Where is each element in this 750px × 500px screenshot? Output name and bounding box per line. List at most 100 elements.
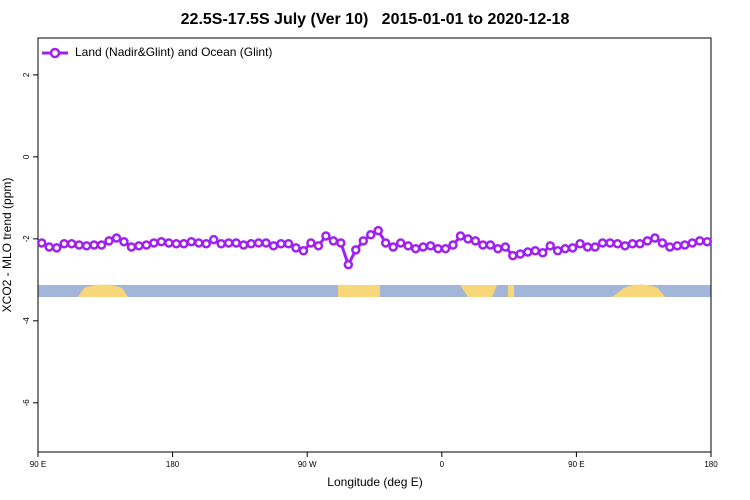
legend-marker [49,47,61,59]
point [164,238,174,248]
point [261,238,271,248]
y-tick-label: -6 [22,399,31,407]
point [179,239,189,249]
land-band [78,284,128,297]
point [500,242,511,252]
point [530,245,541,256]
point [642,236,653,246]
x-tick-label: 90 E [30,460,46,469]
point [253,238,264,248]
point [523,247,533,257]
y-axis-label: XCO2 - MLO trend (ppm) [0,178,14,313]
land-band [612,284,665,297]
point [313,241,324,251]
point [425,241,436,251]
point [276,239,286,249]
surface-band [38,284,711,297]
point [119,236,129,247]
point [156,236,167,247]
point [612,239,623,249]
point [552,245,563,256]
x-tick-label: 90 E [568,460,584,469]
x-tick-label: 90 W [298,460,317,469]
point [141,240,152,250]
point [126,242,137,252]
point [111,233,122,243]
point [51,243,62,253]
point [448,240,458,250]
point [597,238,608,248]
point [493,243,503,254]
point [680,240,690,250]
point [395,238,406,248]
point [81,241,92,251]
point [620,241,630,251]
land-band [460,285,497,297]
point [702,236,713,247]
point [418,242,428,252]
point [672,241,683,251]
point [567,243,578,253]
point [380,238,391,248]
point [134,241,144,251]
x-axis-label: Longitude (deg E) [327,475,422,489]
point [590,242,600,252]
point [373,225,383,236]
point [336,238,346,248]
point [695,236,705,246]
point [358,236,369,246]
point [44,242,54,252]
point [582,242,593,252]
legend-label: Land (Nadir&Glint) and Ocean (Glint) [75,45,272,59]
point [665,242,675,252]
point [104,236,114,246]
point [687,238,698,248]
point [149,238,159,248]
point [291,243,301,253]
x-tick-label: 180 [166,460,180,469]
land-band [508,285,514,297]
point [605,238,615,248]
point [283,239,294,249]
point [351,245,361,255]
point [657,238,668,248]
point [298,245,309,256]
point [388,242,398,252]
point [201,239,211,249]
land-band [338,285,380,297]
point [560,243,570,254]
y-tick-label: 2 [22,72,31,77]
point [650,233,660,243]
point [545,241,555,251]
point [268,241,279,251]
point [433,243,443,254]
point [366,230,376,240]
x-tick-label: 0 [440,460,445,469]
point [403,241,413,251]
y-tick-label: -2 [22,235,31,243]
point [508,250,518,261]
point [238,240,249,250]
point [36,238,47,248]
chart-title: 22.5S-17.5S July (Ver 10) 2015-01-01 to … [181,11,570,28]
point [96,240,107,250]
point [515,249,526,259]
point [410,243,421,254]
point [455,231,466,241]
point [66,239,77,249]
point [485,240,496,250]
x-tick-label: 180 [704,460,718,469]
y-tick-label: 0 [22,154,31,159]
point [246,239,256,249]
point [208,234,219,245]
point [171,239,182,249]
point [216,239,226,249]
point [321,231,331,241]
y-tick-label: -4 [22,317,31,325]
point [186,236,197,247]
point [306,238,316,248]
point [59,239,69,249]
point [440,243,451,254]
point [575,239,585,249]
